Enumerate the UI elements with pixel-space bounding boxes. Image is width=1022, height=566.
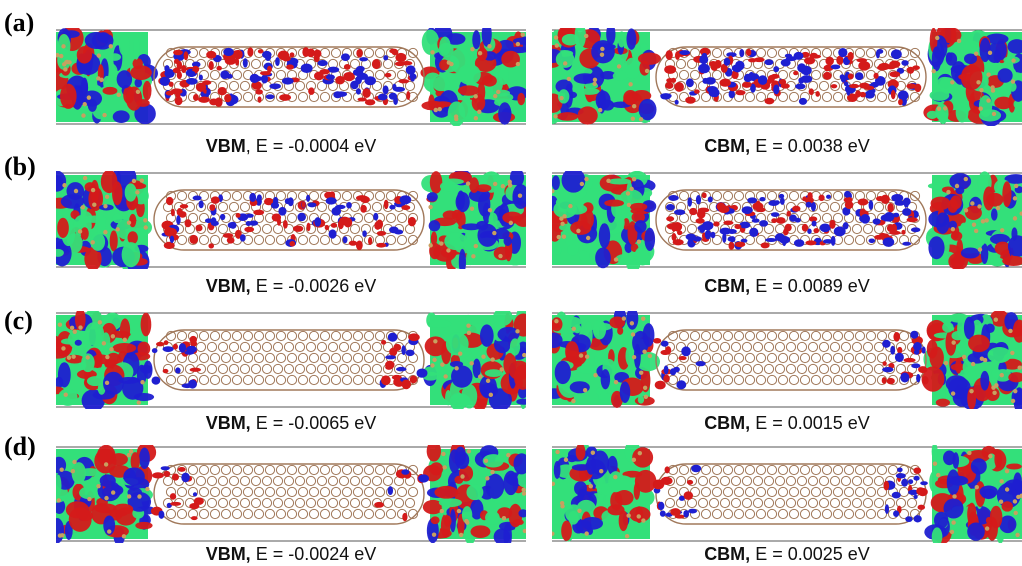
orbital-figure <box>552 445 1022 543</box>
energy-value: E = 0.0025 eV <box>755 544 870 564</box>
electrode-isosurface <box>56 28 158 125</box>
electrode-isosurface <box>56 445 157 543</box>
electrode-isosurface <box>56 311 155 409</box>
electrode-isosurface <box>923 28 1022 126</box>
panel-b-vbm <box>56 171 526 269</box>
electrode-isosurface <box>552 311 661 408</box>
nanotube <box>653 329 929 391</box>
energy-value: E = 0.0038 eV <box>755 136 870 156</box>
caption-c-cbm: CBM, E = 0.0015 eV <box>552 413 1022 434</box>
state-label: VBM, <box>205 413 251 433</box>
caption-c-vbm: VBM, E = -0.0065 eV <box>56 413 526 434</box>
caption-a-vbm: VBM, E = -0.0004 eV <box>56 136 526 157</box>
panel-a-cbm <box>552 28 1022 126</box>
row-label-a: (a) <box>4 8 35 37</box>
orbital-figure <box>552 171 1022 269</box>
state-label: CBM, <box>704 544 751 564</box>
energy-value: E = -0.0024 eV <box>255 544 377 564</box>
orbital-figure <box>56 311 526 409</box>
state-label: CBM, <box>704 136 751 156</box>
panel-c-cbm <box>552 311 1022 409</box>
caption-b-vbm: VBM, E = -0.0026 eV <box>56 276 526 297</box>
energy-value: E = 0.0015 eV <box>755 413 870 433</box>
nanotube <box>153 46 425 108</box>
panel-d-vbm <box>56 445 526 543</box>
panel-b-cbm <box>552 171 1022 269</box>
orbital-figure <box>56 28 526 126</box>
energy-value: E = -0.0004 eV <box>255 136 377 156</box>
electrode-isosurface <box>421 171 526 269</box>
caption-a-cbm: CBM, E = 0.0038 eV <box>552 136 1022 157</box>
electrode-isosurface <box>924 445 1022 543</box>
electrode-isosurface <box>552 28 662 125</box>
caption-sep: , <box>245 136 256 156</box>
panel-d-cbm <box>552 445 1022 543</box>
nanotube <box>655 46 927 108</box>
electrode-isosurface <box>925 171 1022 269</box>
row-label-b: (b) <box>4 152 36 181</box>
nanotube <box>151 463 430 525</box>
state-label: VBM, <box>205 276 251 296</box>
nanotube <box>153 189 425 251</box>
electrode-isosurface <box>921 311 1022 409</box>
row-label-d: (d) <box>4 432 36 461</box>
energy-value: E = -0.0065 eV <box>255 413 377 433</box>
state-label: VBM, <box>205 544 251 564</box>
electrode-isosurface <box>56 171 153 269</box>
panel-a-vbm <box>56 28 526 126</box>
energy-value: E = 0.0089 eV <box>755 276 870 296</box>
orbital-figure <box>56 171 526 269</box>
nanotube <box>655 189 927 251</box>
electrode-isosurface <box>422 445 526 543</box>
panel-c-vbm <box>56 311 526 409</box>
state-label: CBM, <box>704 413 751 433</box>
caption-b-cbm: CBM, E = 0.0089 eV <box>552 276 1022 297</box>
caption-d-cbm: CBM, E = 0.0025 eV <box>552 544 1022 565</box>
row-label-c: (c) <box>4 306 33 335</box>
nanotube <box>652 463 928 525</box>
state-label: VBM <box>205 136 246 156</box>
energy-value: E = -0.0026 eV <box>255 276 377 296</box>
electrode-isosurface <box>420 28 526 126</box>
caption-d-vbm: VBM, E = -0.0024 eV <box>56 544 526 565</box>
orbital-figure <box>552 311 1022 409</box>
orbital-figure <box>552 28 1022 126</box>
orbital-figure <box>56 445 526 543</box>
electrode-isosurface <box>552 171 657 269</box>
nanotube <box>151 329 428 391</box>
electrode-isosurface <box>552 445 657 542</box>
state-label: CBM, <box>704 276 751 296</box>
electrode-isosurface <box>422 311 526 409</box>
